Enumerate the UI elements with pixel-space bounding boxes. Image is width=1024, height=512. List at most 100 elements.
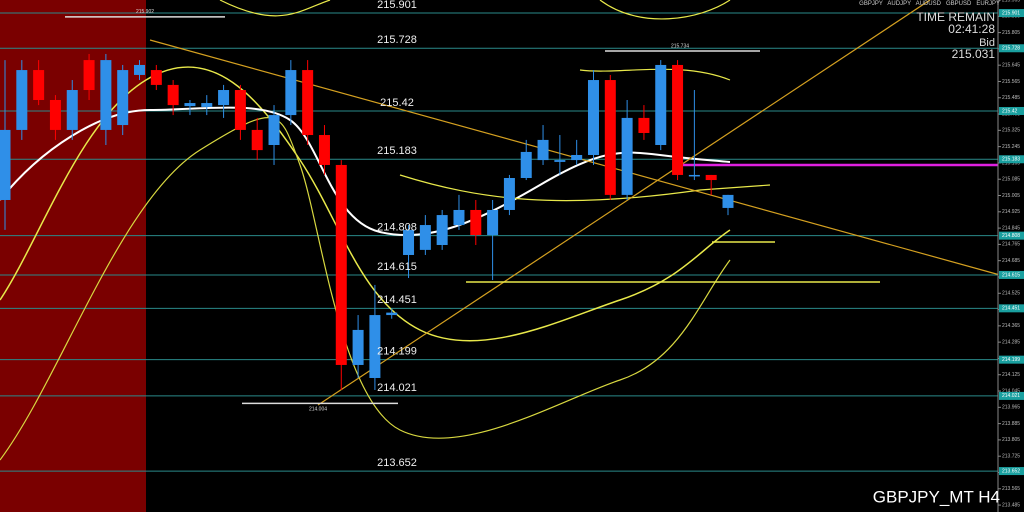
symbol-tabs: GBPJPY AUDJPY AUDUSD GBPUSD EURJPY <box>859 1 1000 7</box>
labels: 215.901 215.728 215.42 215.183 214.808 214.61… <box>65 0 760 469</box>
level-tag <box>999 106 1024 115</box>
time-label: TIME REMAIN <box>916 10 995 24</box>
candle-body <box>251 129 263 151</box>
level-tag-label: 214.615 <box>1002 272 1020 278</box>
level-label: 214.615 <box>377 261 417 273</box>
candle-body <box>302 70 314 136</box>
candle-body <box>604 80 616 195</box>
band-upper-right <box>579 68 731 81</box>
level-label: 213.652 <box>377 457 417 469</box>
level-label: 214.199 <box>377 346 417 358</box>
candle-body <box>0 129 11 200</box>
symbol-tab[interactable]: GBPJPY <box>859 1 883 7</box>
grid <box>0 12 998 472</box>
y-tick-label: 214.845 <box>1002 225 1020 231</box>
level-tag <box>999 304 1024 313</box>
y-tick-label: 215.965 <box>1002 0 1020 3</box>
band-upper-top <box>219 0 331 17</box>
candle-body <box>537 139 549 161</box>
y-tick-label: 213.885 <box>1002 421 1020 427</box>
y-tick-label: 213.485 <box>1002 502 1020 508</box>
candle-body <box>722 194 734 208</box>
y-tick-label: 214.285 <box>1002 339 1020 345</box>
price-axis <box>998 0 1024 512</box>
candle-body <box>318 135 330 165</box>
candle-body <box>705 174 717 181</box>
level-tag-label: 213.652 <box>1002 468 1020 474</box>
candle-body <box>49 99 61 130</box>
level-tag <box>999 270 1024 279</box>
candle-body <box>688 174 700 177</box>
candle-body <box>436 215 448 246</box>
level-tag-label: 214.199 <box>1002 357 1020 363</box>
level-tag-label: 215.901 <box>1002 10 1020 16</box>
level-tag-label: 215.42 <box>1002 108 1018 114</box>
candle-body <box>184 103 196 107</box>
bid-label: Bid <box>979 37 995 49</box>
candle-body <box>655 64 667 146</box>
time-value: 02:41:28 <box>948 22 995 36</box>
y-tick-label: 215.085 <box>1002 177 1020 183</box>
axis: 213.485213.565213.645213.725213.805213.8… <box>998 0 1024 508</box>
moving-average <box>0 106 731 237</box>
y-tick-label: 213.965 <box>1002 405 1020 411</box>
y-tick-label: 215.245 <box>1002 144 1020 150</box>
y-tick-label: 214.685 <box>1002 258 1020 264</box>
candle-body <box>201 103 213 107</box>
candle-body <box>453 209 465 226</box>
y-tick-label: 215.325 <box>1002 128 1020 134</box>
level-tag <box>999 391 1024 400</box>
symbol-tab[interactable]: GBPUSD <box>946 1 972 7</box>
candle-body <box>369 315 381 378</box>
level-tag <box>999 231 1024 240</box>
candle-body <box>470 209 482 236</box>
band-mid <box>399 174 771 202</box>
level-label: 214.451 <box>377 294 417 306</box>
candle-body <box>386 312 398 316</box>
y-tick-label: 213.805 <box>1002 437 1020 443</box>
candles <box>0 53 734 391</box>
y-tick-label: 215.645 <box>1002 62 1020 68</box>
level-tag-label: 214.808 <box>1002 233 1020 239</box>
candle-body <box>150 70 162 85</box>
candle-body <box>520 151 532 178</box>
level-label: 215.901 <box>377 0 417 11</box>
candle-body <box>554 160 566 162</box>
bid-value: 215.031 <box>952 47 996 61</box>
candle-body <box>587 80 599 155</box>
candle-body <box>672 64 684 175</box>
level-tag <box>999 155 1024 164</box>
symbol-tab[interactable]: EURJPY <box>976 1 1000 7</box>
candle-body <box>100 60 112 130</box>
level-tag <box>999 44 1024 53</box>
candle-body <box>117 70 129 126</box>
level-tag-label: 214.021 <box>1002 393 1020 399</box>
level-tag-label: 214.451 <box>1002 306 1020 312</box>
trend-line-up <box>317 0 931 406</box>
candle-body <box>571 154 583 161</box>
candle-body <box>83 60 95 91</box>
y-tick-label: 214.925 <box>1002 209 1020 215</box>
symbol-tab[interactable]: AUDUSD <box>916 1 942 7</box>
y-tick-label: 214.525 <box>1002 291 1020 297</box>
y-tick-label: 215.805 <box>1002 30 1020 36</box>
marker-label: 214.004 <box>309 407 327 413</box>
y-tick-label: 213.565 <box>1002 486 1020 492</box>
symbol-tab[interactable]: AUDJPY <box>887 1 911 7</box>
candle-body <box>167 84 179 106</box>
candle-body <box>335 164 347 365</box>
candle-body <box>134 64 146 75</box>
y-tick-label: 214.045 <box>1002 388 1020 394</box>
y-tick-label: 215.565 <box>1002 79 1020 85</box>
level-tag-label: 215.728 <box>1002 46 1020 52</box>
level-label: 215.728 <box>377 34 417 46</box>
y-tick-label: 214.125 <box>1002 372 1020 378</box>
candle-body <box>268 115 280 146</box>
level-label: 214.808 <box>377 222 417 234</box>
chart-title: GBPJPY_MT H4 <box>873 487 1000 506</box>
candle-body <box>621 117 633 195</box>
level-tag <box>999 467 1024 476</box>
level-label: 215.183 <box>377 145 417 157</box>
candle-body <box>503 177 515 210</box>
